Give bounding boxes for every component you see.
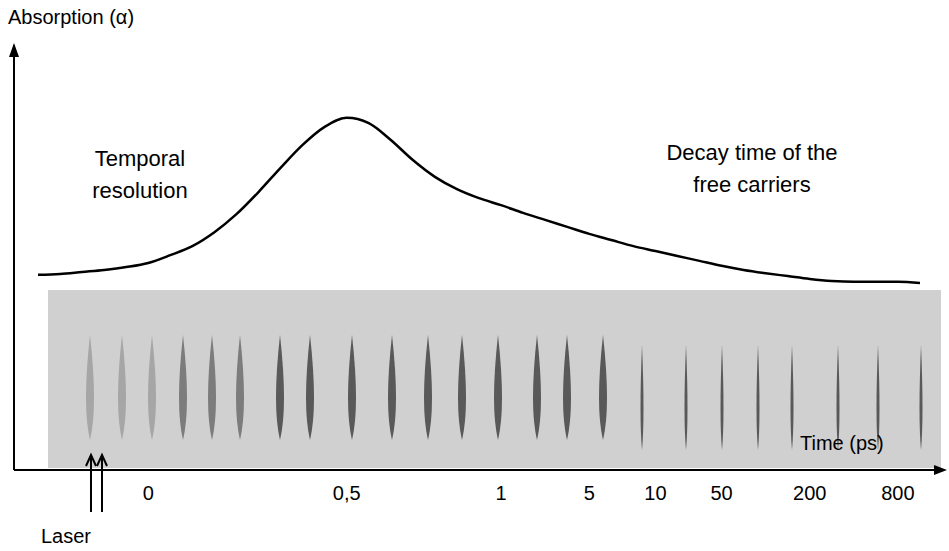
svg-text:10: 10 [644, 482, 666, 504]
svg-text:5: 5 [584, 482, 595, 504]
svg-text:Laser: Laser [41, 525, 91, 547]
svg-text:resolution: resolution [92, 178, 187, 203]
svg-text:Decay time of the: Decay time of the [666, 140, 837, 165]
svg-text:Time (ps): Time (ps) [800, 432, 884, 454]
svg-text:Temporal: Temporal [95, 146, 185, 171]
svg-text:50: 50 [710, 482, 732, 504]
svg-text:1: 1 [495, 482, 506, 504]
svg-text:0,5: 0,5 [333, 482, 361, 504]
svg-text:Absorption (α): Absorption (α) [8, 6, 134, 28]
svg-text:800: 800 [881, 482, 914, 504]
svg-text:free carriers: free carriers [693, 172, 810, 197]
svg-text:0: 0 [143, 482, 154, 504]
svg-text:200: 200 [793, 482, 826, 504]
